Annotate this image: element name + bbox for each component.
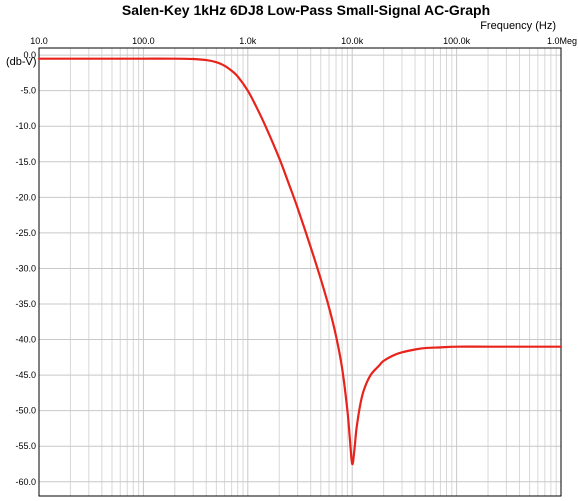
- y-tick-label: -5.0: [20, 86, 36, 96]
- y-tick-label: -30.0: [15, 263, 36, 273]
- y-tick-label: 0.0: [23, 50, 36, 60]
- series-group: [37, 57, 563, 466]
- x-tick-label: 1.0Meg: [547, 36, 577, 46]
- y-tick-label: -25.0: [15, 228, 36, 238]
- y-tick-label: -55.0: [15, 441, 36, 451]
- x-tick-labels: 10.0 100.0 1.0k 10.0k 100.0k 1.0Meg: [30, 36, 577, 46]
- x-tick-label: 10.0k: [341, 36, 364, 46]
- y-axis-label: (db-V): [6, 56, 37, 68]
- x-axis-label: Frequency (Hz): [480, 20, 556, 32]
- y-tick-label: -15.0: [15, 157, 36, 167]
- y-tick-label: -20.0: [15, 192, 36, 202]
- y-tick-label: -60.0: [15, 477, 36, 487]
- y-tick-label: -50.0: [15, 406, 36, 416]
- y-tick-label: -10.0: [15, 121, 36, 131]
- x-tick-label: 10.0: [30, 36, 48, 46]
- x-tick-label: 100.0k: [443, 36, 471, 46]
- chart-title: Salen-Key 1kHz 6DJ8 Low-Pass Small-Signa…: [122, 2, 490, 18]
- grid-minor-lines: [69, 48, 557, 496]
- plot-frame: [38, 47, 562, 497]
- y-tick-labels: 0.0 -5.0 -10.0 -15.0 -20.0 -25.0 -30.0 -35.0 -40…: [15, 50, 36, 487]
- x-tick-label: 100.0: [132, 36, 155, 46]
- series-line: [37, 57, 563, 466]
- y-tick-label: -35.0: [15, 299, 36, 309]
- y-tick-label: -45.0: [15, 370, 36, 380]
- x-tick-label: 1.0k: [239, 36, 257, 46]
- y-tick-label: -40.0: [15, 335, 36, 345]
